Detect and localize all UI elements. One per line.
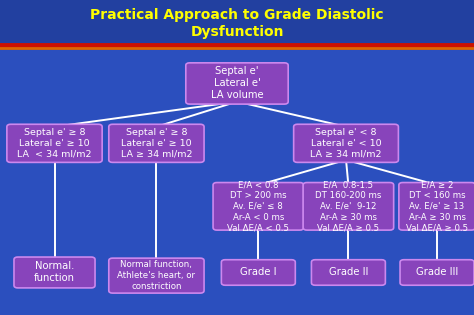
- Text: Normal.
function: Normal. function: [34, 261, 75, 284]
- FancyBboxPatch shape: [399, 183, 474, 230]
- Text: Practical Approach to Grade Diastolic
Dysfunction: Practical Approach to Grade Diastolic Dy…: [90, 8, 384, 39]
- Text: Septal e' < 8
Lateral e' < 10
LA ≥ 34 ml/m2: Septal e' < 8 Lateral e' < 10 LA ≥ 34 ml…: [310, 128, 382, 158]
- Text: Normal function,
Athlete's heart, or
constriction: Normal function, Athlete's heart, or con…: [118, 261, 195, 291]
- Text: E/A < 0.8
DT > 200 ms
Av. E/e' ≤ 8
Ar-A < 0 ms
Val ΔE/A < 0.5: E/A < 0.8 DT > 200 ms Av. E/e' ≤ 8 Ar-A …: [228, 180, 289, 232]
- FancyBboxPatch shape: [109, 258, 204, 293]
- Text: E/A  0.8-1.5
DT 160-200 ms
Av. E/e'  9-12
Ar-A ≥ 30 ms
Val ΔE/A ≥ 0.5: E/A 0.8-1.5 DT 160-200 ms Av. E/e' 9-12 …: [315, 180, 382, 232]
- FancyBboxPatch shape: [303, 183, 393, 230]
- FancyBboxPatch shape: [293, 124, 398, 163]
- FancyBboxPatch shape: [213, 183, 304, 230]
- Text: Septal e' ≥ 8
Lateral e' ≥ 10
LA ≥ 34 ml/m2: Septal e' ≥ 8 Lateral e' ≥ 10 LA ≥ 34 ml…: [121, 128, 192, 158]
- FancyBboxPatch shape: [221, 260, 295, 285]
- FancyBboxPatch shape: [0, 0, 474, 46]
- Text: Grade II: Grade II: [328, 267, 368, 278]
- FancyBboxPatch shape: [14, 257, 95, 288]
- Text: E/A ≥ 2
DT < 160 ms
Av. E/e' ≥ 13
Ar-A ≥ 30 ms
Val ΔE/A ≥ 0.5: E/A ≥ 2 DT < 160 ms Av. E/e' ≥ 13 Ar-A ≥…: [406, 180, 468, 232]
- FancyBboxPatch shape: [109, 124, 204, 163]
- Text: Grade III: Grade III: [416, 267, 458, 278]
- Text: Septal e'
Lateral e'
LA volume: Septal e' Lateral e' LA volume: [210, 66, 264, 100]
- FancyBboxPatch shape: [186, 63, 288, 104]
- FancyBboxPatch shape: [400, 260, 474, 285]
- FancyBboxPatch shape: [311, 260, 385, 285]
- Text: Grade I: Grade I: [240, 267, 277, 278]
- FancyBboxPatch shape: [7, 124, 102, 163]
- Text: Septal e' ≥ 8
Lateral e' ≥ 10
LA  < 34 ml/m2: Septal e' ≥ 8 Lateral e' ≥ 10 LA < 34 ml…: [17, 128, 92, 158]
